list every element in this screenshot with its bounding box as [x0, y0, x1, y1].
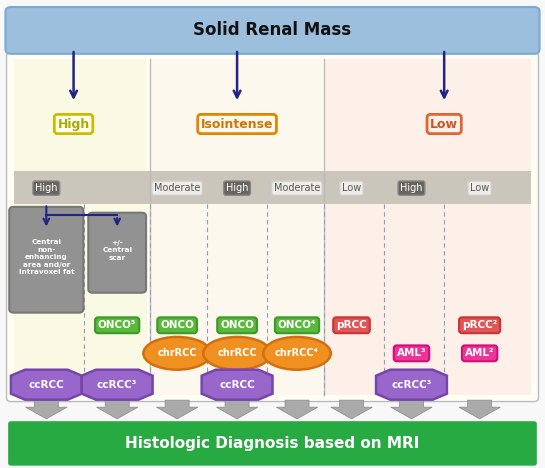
Text: High: High: [35, 183, 58, 193]
Text: ccRCC: ccRCC: [28, 380, 64, 390]
Ellipse shape: [203, 337, 271, 370]
Text: ccRCC: ccRCC: [219, 380, 255, 390]
FancyBboxPatch shape: [7, 52, 538, 402]
FancyBboxPatch shape: [5, 7, 540, 54]
Polygon shape: [11, 370, 82, 400]
Text: High: High: [400, 183, 423, 193]
Polygon shape: [391, 400, 432, 419]
Text: ONCO: ONCO: [220, 320, 254, 330]
Text: High: High: [226, 183, 249, 193]
Text: Low: Low: [470, 183, 489, 193]
Text: ONCO: ONCO: [160, 320, 194, 330]
Text: Solid Renal Mass: Solid Renal Mass: [193, 22, 352, 39]
Text: High: High: [57, 117, 90, 131]
Text: chrRCC: chrRCC: [158, 348, 197, 358]
Text: Low: Low: [430, 117, 458, 131]
FancyBboxPatch shape: [88, 212, 146, 293]
Text: pRCC: pRCC: [336, 320, 367, 330]
Ellipse shape: [143, 337, 211, 370]
Text: ccRCC³: ccRCC³: [391, 380, 432, 390]
Polygon shape: [202, 370, 272, 400]
Polygon shape: [26, 400, 67, 419]
Text: AML²: AML²: [465, 348, 494, 358]
Polygon shape: [156, 400, 198, 419]
Text: AML³: AML³: [397, 348, 426, 358]
Polygon shape: [216, 400, 258, 419]
Text: Low: Low: [342, 183, 361, 193]
Polygon shape: [276, 400, 318, 419]
Text: ONCO⁴: ONCO⁴: [278, 320, 316, 330]
Text: Moderate: Moderate: [154, 183, 201, 193]
Text: Histologic Diagnosis based on MRI: Histologic Diagnosis based on MRI: [125, 436, 420, 451]
Polygon shape: [331, 400, 372, 419]
FancyBboxPatch shape: [9, 207, 83, 313]
Text: chrRCC⁴: chrRCC⁴: [275, 348, 319, 358]
Polygon shape: [376, 370, 447, 400]
Text: ccRCC³: ccRCC³: [97, 380, 137, 390]
FancyBboxPatch shape: [14, 58, 147, 395]
Text: ONCO⁵: ONCO⁵: [98, 320, 136, 330]
Text: Moderate: Moderate: [274, 183, 320, 193]
Text: +/-
Central
scar: +/- Central scar: [102, 240, 132, 261]
FancyBboxPatch shape: [8, 421, 537, 466]
FancyBboxPatch shape: [150, 58, 322, 395]
Polygon shape: [82, 370, 153, 400]
Text: Central
non-
enhancing
area and/or
Intravoxel fat: Central non- enhancing area and/or Intra…: [19, 240, 74, 275]
Polygon shape: [459, 400, 500, 419]
Polygon shape: [96, 400, 138, 419]
Text: pRCC²: pRCC²: [462, 320, 497, 330]
Text: Isointense: Isointense: [201, 117, 274, 131]
FancyBboxPatch shape: [324, 58, 531, 395]
Bar: [14, 171, 531, 204]
Text: chrRCC: chrRCC: [217, 348, 257, 358]
Ellipse shape: [263, 337, 331, 370]
